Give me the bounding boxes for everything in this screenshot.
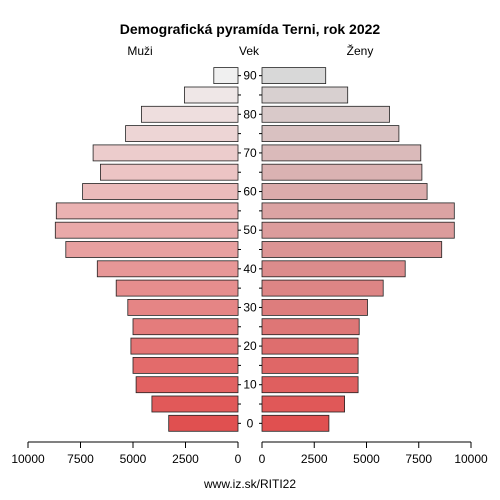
- female-bar-80-84: [261, 105, 390, 123]
- female-axis-tick-label: 7500: [405, 452, 432, 466]
- age-label-bg: [243, 300, 257, 315]
- age-tick-label: 80: [243, 107, 257, 121]
- age-tick-label: 70: [243, 146, 257, 160]
- female-x-axis: 0 2500 5000 7500 10000: [259, 441, 488, 466]
- male-bar-45-49: [65, 241, 239, 258]
- footer-source: www.iz.sk/RITI22: [203, 477, 296, 491]
- female-bar-75-79: [261, 125, 400, 142]
- male-bar-10-14: [135, 376, 239, 394]
- male-bar-90+: [213, 67, 239, 84]
- age-label-bg: [243, 68, 257, 83]
- female-axis-tick-label: 2500: [301, 452, 328, 466]
- male-bar-65-69: [100, 163, 239, 181]
- male-bar-55-59: [55, 202, 239, 220]
- age-tick-label: 60: [243, 185, 257, 199]
- age-label-bg: [243, 339, 257, 354]
- female-label: Ženy: [347, 43, 374, 58]
- female-bar-20-24: [261, 337, 359, 355]
- age-label-bg: [243, 261, 257, 276]
- male-bar-0-4: [168, 414, 239, 432]
- female-bar-10-14: [261, 376, 359, 394]
- female-axis-tick-label: 5000: [353, 452, 380, 466]
- male-bar-5-9: [151, 395, 239, 413]
- male-bar-80-84: [140, 105, 239, 123]
- male-label: Muži: [127, 44, 152, 58]
- age-tick-label: 90: [243, 69, 257, 83]
- female-bar-40-44: [261, 260, 406, 278]
- male-bar-15-19: [132, 356, 239, 374]
- male-bar-50-54: [54, 221, 239, 239]
- male-axis-tick-label: 10000: [11, 452, 45, 466]
- age-label-bg: [243, 184, 257, 199]
- age-label-bg: [243, 145, 257, 160]
- male-bar-85-89: [183, 86, 239, 104]
- female-bar-35-39: [261, 279, 384, 297]
- female-bar-65-69: [261, 163, 423, 181]
- age-label-bg: [243, 416, 257, 431]
- age-label-bg: [243, 223, 257, 238]
- age-tick-label: 50: [243, 223, 257, 237]
- male-axis-tick-label: 7500: [67, 452, 94, 466]
- male-x-axis: 10000 7500 5000 2500 0: [11, 441, 242, 466]
- female-bar-30-34: [261, 298, 368, 316]
- male-bar-35-39: [115, 279, 239, 297]
- male-bar-25-29: [132, 318, 239, 336]
- female-bar-25-29: [261, 318, 360, 336]
- chart-title: Demografická pyramída Terni, rok 2022: [120, 21, 381, 37]
- female-bar-90+: [261, 67, 327, 84]
- age-tick-label: 40: [243, 262, 257, 276]
- female-bar-60-64: [261, 183, 428, 200]
- male-bars: [54, 67, 239, 432]
- female-bars: [261, 67, 455, 432]
- male-axis-tick-label: 0: [235, 452, 242, 466]
- female-bar-85-89: [261, 86, 349, 104]
- age-tick-label: 10: [243, 378, 257, 392]
- female-bar-70-74: [261, 144, 422, 162]
- age-tick-label: 0: [247, 416, 254, 430]
- age-tick-label: 20: [243, 339, 257, 353]
- male-bar-20-24: [130, 337, 239, 355]
- male-axis-tick-label: 5000: [120, 452, 147, 466]
- male-bar-40-44: [96, 260, 239, 278]
- age-axis: 0 10 20 30 40 50 60 70 80 90: [238, 68, 262, 431]
- male-bar-60-64: [82, 183, 239, 200]
- female-bar-15-19: [261, 356, 359, 374]
- female-bar-0-4: [261, 414, 330, 432]
- female-bar-55-59: [261, 202, 455, 220]
- female-bar-50-54: [261, 221, 455, 239]
- male-axis-tick-label: 2500: [172, 452, 199, 466]
- age-label-bg: [243, 377, 257, 392]
- female-axis-tick-label: 10000: [454, 452, 488, 466]
- age-label-bg: [243, 107, 257, 122]
- age-tick-label: 30: [243, 300, 257, 314]
- female-bar-5-9: [261, 395, 345, 413]
- male-bar-30-34: [127, 298, 239, 316]
- male-bar-75-79: [125, 125, 239, 142]
- female-axis-tick-label: 0: [259, 452, 266, 466]
- male-bar-70-74: [92, 144, 239, 162]
- female-bar-45-49: [261, 241, 443, 258]
- age-axis-label: Vek: [239, 44, 260, 58]
